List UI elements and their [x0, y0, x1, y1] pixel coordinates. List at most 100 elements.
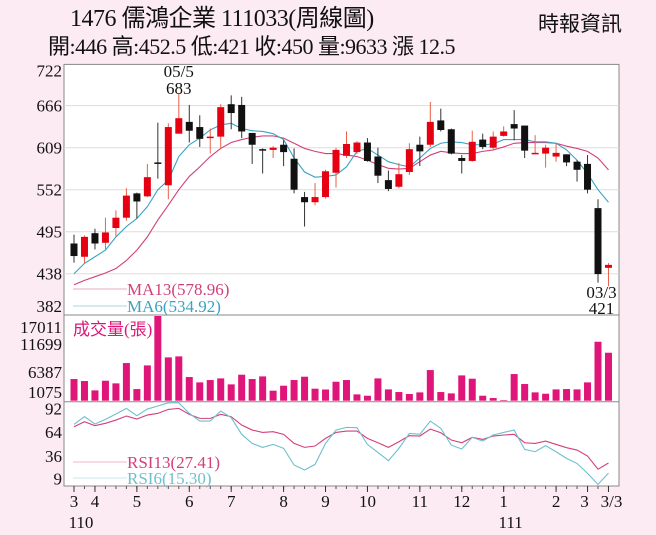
volume-bar — [500, 400, 508, 401]
candle-up — [468, 141, 476, 161]
volume-bar — [521, 384, 529, 401]
candle-down — [479, 139, 487, 147]
candle-up — [426, 121, 434, 145]
volume-bar — [185, 377, 193, 401]
volume-bar — [531, 392, 539, 401]
volume-bar — [238, 374, 246, 401]
candle-down — [248, 132, 256, 145]
candle-down — [196, 127, 204, 139]
volume-bar — [468, 378, 476, 401]
candle-down — [447, 129, 455, 154]
price-tick-label: 722 — [37, 61, 63, 80]
volume-bar — [122, 363, 130, 401]
annotation-high-value: 683 — [166, 79, 192, 98]
volume-bar — [322, 389, 330, 401]
candle-down — [521, 125, 529, 151]
x-tick-label: 6 — [185, 492, 194, 511]
volume-bar — [342, 380, 350, 401]
volume-bar — [363, 395, 371, 401]
volume-bar — [384, 389, 392, 401]
volume-bar — [426, 370, 434, 401]
ma13-legend: MA13(578.96) — [127, 280, 229, 299]
volume-bar — [447, 393, 455, 401]
candle-down — [238, 104, 246, 132]
rsi-tick-label: 64 — [45, 423, 63, 442]
x-tick-label: 1 — [499, 492, 508, 511]
volume-bar — [269, 390, 277, 401]
volume-bar — [604, 352, 612, 401]
rsi-tick-label: 9 — [54, 469, 63, 488]
volume-bar — [101, 380, 109, 401]
x-tick-label: 12 — [453, 492, 470, 511]
rsi13-legend: RSI13(27.41) — [127, 453, 220, 472]
candle-down — [185, 121, 193, 131]
candle-up — [80, 236, 88, 257]
ohlc-summary: 開:446 高:452.5 低:421 收:450 量:9633 漲 12.5 — [48, 34, 456, 59]
volume-bar — [573, 389, 581, 401]
volume-bar — [416, 392, 424, 401]
volume-title: 成交量(張) — [73, 320, 152, 339]
plot-area — [63, 63, 620, 487]
price-tick-label: 609 — [37, 139, 63, 158]
candle-up — [604, 264, 612, 268]
volume-bar — [164, 357, 172, 401]
x-tick-label: 11 — [412, 492, 428, 511]
volume-bar — [405, 394, 413, 401]
ma13-line — [73, 135, 609, 286]
candle-down — [573, 161, 581, 170]
volume-tick-label: 6387 — [28, 363, 63, 382]
candle-up — [269, 147, 277, 150]
price-tick-label: 495 — [37, 223, 63, 242]
x-tick-label: 8 — [279, 492, 288, 511]
volume-bar — [594, 341, 602, 401]
volume-bar — [437, 392, 445, 401]
candle-up — [206, 136, 214, 139]
price-tick-label: 666 — [37, 97, 63, 116]
x-tick-label: 5 — [133, 492, 142, 511]
candle-down — [458, 158, 466, 161]
volume-bar — [374, 378, 382, 401]
price-tick-label: 552 — [37, 181, 63, 200]
volume-bar — [542, 393, 550, 401]
volume-bar — [395, 392, 403, 401]
x-tick-label: 10 — [359, 492, 376, 511]
candle-up — [112, 217, 120, 229]
volume-bar — [353, 394, 361, 401]
candle-down — [384, 180, 392, 189]
x-tick-label: 4 — [91, 492, 100, 511]
candle-down — [301, 197, 309, 203]
candle-down — [374, 156, 382, 176]
candle-up — [531, 152, 539, 155]
volume-bar — [91, 390, 99, 401]
candle-up — [217, 107, 225, 137]
x-tick-label: 2 — [552, 492, 561, 511]
candle-up — [101, 232, 109, 243]
volume-tick-label: 11699 — [20, 335, 62, 354]
x-tick-label: 7 — [227, 492, 236, 511]
candle-down — [510, 124, 518, 129]
candle-up — [395, 174, 403, 187]
candle-up — [175, 118, 183, 134]
price-tick-label: 382 — [37, 297, 63, 316]
source-label: 時報資訊 — [538, 12, 622, 36]
volume-bar — [196, 382, 204, 401]
volume-bar — [227, 384, 235, 401]
volume-bar — [458, 375, 466, 401]
chart-title: 1476 儒鴻企業 111033(周線圖) — [70, 6, 374, 32]
candle-down — [363, 142, 371, 161]
volume-bar — [290, 380, 298, 401]
candle-up — [500, 131, 508, 136]
volume-bar — [311, 388, 319, 401]
volume-bar — [143, 365, 151, 401]
candle-down — [280, 144, 288, 153]
candle-up — [342, 144, 350, 156]
volume-bar — [80, 381, 88, 401]
volume-bar — [259, 376, 267, 401]
volume-bar — [217, 378, 225, 401]
candle-up — [311, 197, 319, 203]
x-year-label: 110 — [69, 513, 94, 532]
volume-bar — [175, 356, 183, 401]
candle-up — [122, 195, 130, 218]
volume-tick-label: 17011 — [20, 318, 62, 337]
